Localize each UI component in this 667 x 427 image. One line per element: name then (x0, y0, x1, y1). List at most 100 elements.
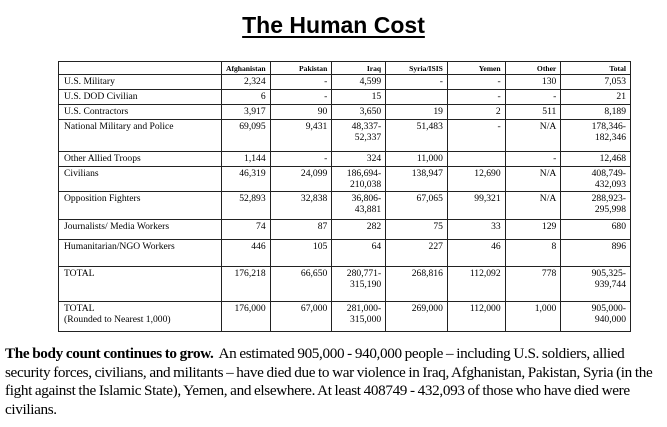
table-cell: 268,816 (385, 266, 448, 302)
table-cell: - (446, 119, 506, 152)
table-row: TOTAL (Rounded to Nearest 1,000) 176,000 6… (58, 301, 631, 332)
table-cell: 778 (504, 266, 562, 302)
table-cell: 69,095 (220, 119, 271, 152)
table-row: National Military and Police 69,095 9,431 4… (58, 119, 631, 152)
table-cell (385, 89, 448, 105)
summary-paragraph: The body count continues to grow. An est… (5, 345, 665, 419)
table-cell: 64 (331, 239, 387, 267)
table-cell: 280,771- 315,190 (331, 266, 387, 302)
column-header: Yemen (446, 61, 506, 75)
table-cell: 269,000 (385, 301, 448, 332)
column-header: Total (560, 61, 631, 75)
table-cell: 11,000 (385, 151, 448, 167)
table-cell: 66,650 (269, 266, 333, 302)
table-cell: 74 (220, 219, 271, 240)
table-cell: 99,321 (446, 191, 506, 220)
table-cell: 67,000 (269, 301, 333, 332)
table-cell: 138,947 (385, 166, 448, 192)
table-row: Humanitarian/NGO Workers 446 105 64 227 46 8 89… (58, 239, 631, 267)
table-header-row: Afghanistan Pakistan Iraq Syria/ISIS Yemen Ot… (58, 61, 631, 75)
casualties-table: Afghanistan Pakistan Iraq Syria/ISIS Yemen Ot… (58, 61, 631, 332)
paragraph-body: An estimated 905,000 - 940,000 people – … (5, 345, 653, 418)
table-cell: 12,690 (446, 166, 506, 192)
table-cell: 408,749- 432,093 (560, 166, 631, 192)
table-cell: 19 (385, 104, 448, 120)
table-cell: 176,218 (220, 266, 271, 302)
row-label: Humanitarian/NGO Workers (58, 239, 222, 267)
table-cell: 129 (504, 219, 562, 240)
row-label: Journalists/ Media Workers (58, 219, 222, 240)
column-header: Pakistan (269, 61, 333, 75)
table-cell: 7,053 (560, 74, 631, 90)
table-cell: 511 (504, 104, 562, 120)
table-row: U.S. Contractors 3,917 90 3,650 19 2 511 8,189 (58, 104, 631, 120)
table-cell: 896 (560, 239, 631, 267)
table-cell: 112,092 (446, 266, 506, 302)
table-cell: 4,599 (331, 74, 387, 90)
column-header (58, 61, 222, 75)
row-label: National Military and Police (58, 119, 222, 152)
table-cell: 130 (504, 74, 562, 90)
table-cell: 1,000 (504, 301, 562, 332)
table-cell: 32,838 (269, 191, 333, 220)
column-header: Iraq (331, 61, 387, 75)
table-cell: 8 (504, 239, 562, 267)
table-cell: 67,065 (385, 191, 448, 220)
table-cell: 48,337- 52,337 (331, 119, 387, 152)
table-cell: 186,694- 210,038 (331, 166, 387, 192)
table-cell: 51,483 (385, 119, 448, 152)
table-cell: - (269, 89, 333, 105)
table-cell: 3,650 (331, 104, 387, 120)
table-cell: 3,917 (220, 104, 271, 120)
table-cell (446, 151, 506, 167)
row-label: U.S. DOD Civilian (58, 89, 222, 105)
table-cell: 90 (269, 104, 333, 120)
table-cell: 24,099 (269, 166, 333, 192)
table-cell: 178,346- 182,346 (560, 119, 631, 152)
column-header: Other (504, 61, 562, 75)
table-cell: 176,000 (220, 301, 271, 332)
row-label: TOTAL (58, 266, 222, 302)
table-cell: 282 (331, 219, 387, 240)
table-cell: - (269, 74, 333, 90)
table-cell: 36,806- 43,881 (331, 191, 387, 220)
table-cell: 281,000- 315,000 (331, 301, 387, 332)
table-cell: 2,324 (220, 74, 271, 90)
table-cell: 8,189 (560, 104, 631, 120)
table-cell: 105 (269, 239, 333, 267)
table-cell: 15 (331, 89, 387, 105)
table-cell: 288,923- 295,998 (560, 191, 631, 220)
table-row: Opposition Fighters 52,893 32,838 36,806- 4… (58, 191, 631, 220)
table-row: TOTAL 176,218 66,650 280,771- 315,190 268,81… (58, 266, 631, 302)
table-cell: 112,000 (446, 301, 506, 332)
table-cell: - (504, 151, 562, 167)
table-cell: 75 (385, 219, 448, 240)
table-cell: 52,893 (220, 191, 271, 220)
row-label: TOTAL (Rounded to Nearest 1,000) (58, 301, 222, 332)
table-cell: 1,144 (220, 151, 271, 167)
table-cell: 6 (220, 89, 271, 105)
table-cell: 87 (269, 219, 333, 240)
table-cell: - (504, 89, 562, 105)
table-cell: N/A (504, 166, 562, 192)
table-row: U.S. Military 2,324-4,599- -130 7,053 (58, 74, 631, 90)
table-cell: N/A (504, 191, 562, 220)
table-cell: - (385, 74, 448, 90)
page-title: The Human Cost (0, 12, 667, 39)
paragraph-lead: The body count continues to grow. (5, 345, 214, 362)
table-cell: 905,000- 940,000 (560, 301, 631, 332)
table-row: Other Allied Troops 1,144-324 11,000-12,46… (58, 151, 631, 167)
table-cell: 21 (560, 89, 631, 105)
table-cell: 2 (446, 104, 506, 120)
table-cell: 12,468 (560, 151, 631, 167)
table-row: U.S. DOD Civilian 6-15- -21 (58, 89, 631, 105)
row-label: Civilians (58, 166, 222, 192)
table-cell: 46 (446, 239, 506, 267)
table-cell: 905,325- 939,744 (560, 266, 631, 302)
row-label: U.S. Contractors (58, 104, 222, 120)
column-header: Syria/ISIS (385, 61, 448, 75)
table-cell: N/A (504, 119, 562, 152)
row-label: U.S. Military (58, 74, 222, 90)
table-row: Civilians 46,319 24,099 186,694- 210,038 138… (58, 166, 631, 192)
table-cell: 680 (560, 219, 631, 240)
